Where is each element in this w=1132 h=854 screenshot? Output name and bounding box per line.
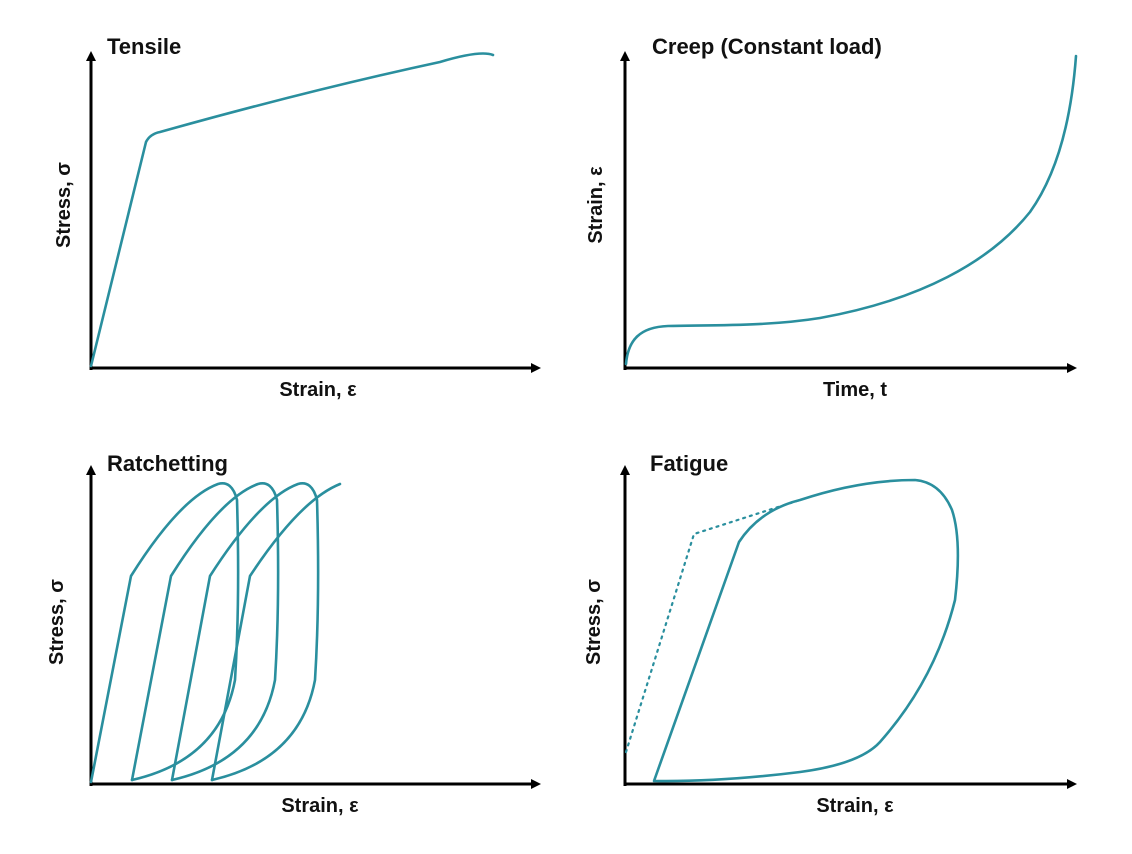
tensile-panel: Tensile Strain, ε Stress, σ bbox=[53, 34, 541, 401]
tensile-x-label: Strain, ε bbox=[279, 379, 357, 401]
ratchet-y-label: Stress, σ bbox=[46, 579, 68, 665]
ratchet-loop-3 bbox=[170, 482, 320, 782]
fatigue-title: Fatigue bbox=[650, 451, 728, 476]
tensile-curve bbox=[89, 52, 495, 368]
fatigue-initial-loading-dotted bbox=[624, 498, 802, 754]
creep-y-label: Strain, ε bbox=[585, 166, 607, 244]
fatigue-x-label: Strain, ε bbox=[816, 795, 894, 817]
tensile-y-label: Stress, σ bbox=[53, 162, 75, 248]
ratchet-loop-4 bbox=[210, 482, 342, 782]
creep-x-label: Time, t bbox=[823, 379, 887, 401]
ratchet-title: Ratchetting bbox=[107, 451, 228, 476]
ratchet-x-label: Strain, ε bbox=[281, 795, 359, 817]
creep-curve bbox=[624, 54, 1078, 366]
fatigue-hysteresis-loop bbox=[652, 478, 960, 783]
creep-title: Creep (Constant load) bbox=[652, 34, 882, 59]
creep-panel: Creep (Constant load) Time, t Strain, ε bbox=[585, 34, 1078, 401]
fatigue-panel: Fatigue Strain, ε Stress, σ bbox=[583, 451, 1077, 817]
ratchet-panel: Ratchetting Strain, ε Stress, σ bbox=[46, 451, 541, 817]
tensile-title: Tensile bbox=[107, 34, 181, 59]
ratchet-loop-2 bbox=[130, 482, 280, 782]
fatigue-y-label: Stress, σ bbox=[583, 579, 605, 665]
ratchet-loop-1 bbox=[89, 482, 240, 784]
